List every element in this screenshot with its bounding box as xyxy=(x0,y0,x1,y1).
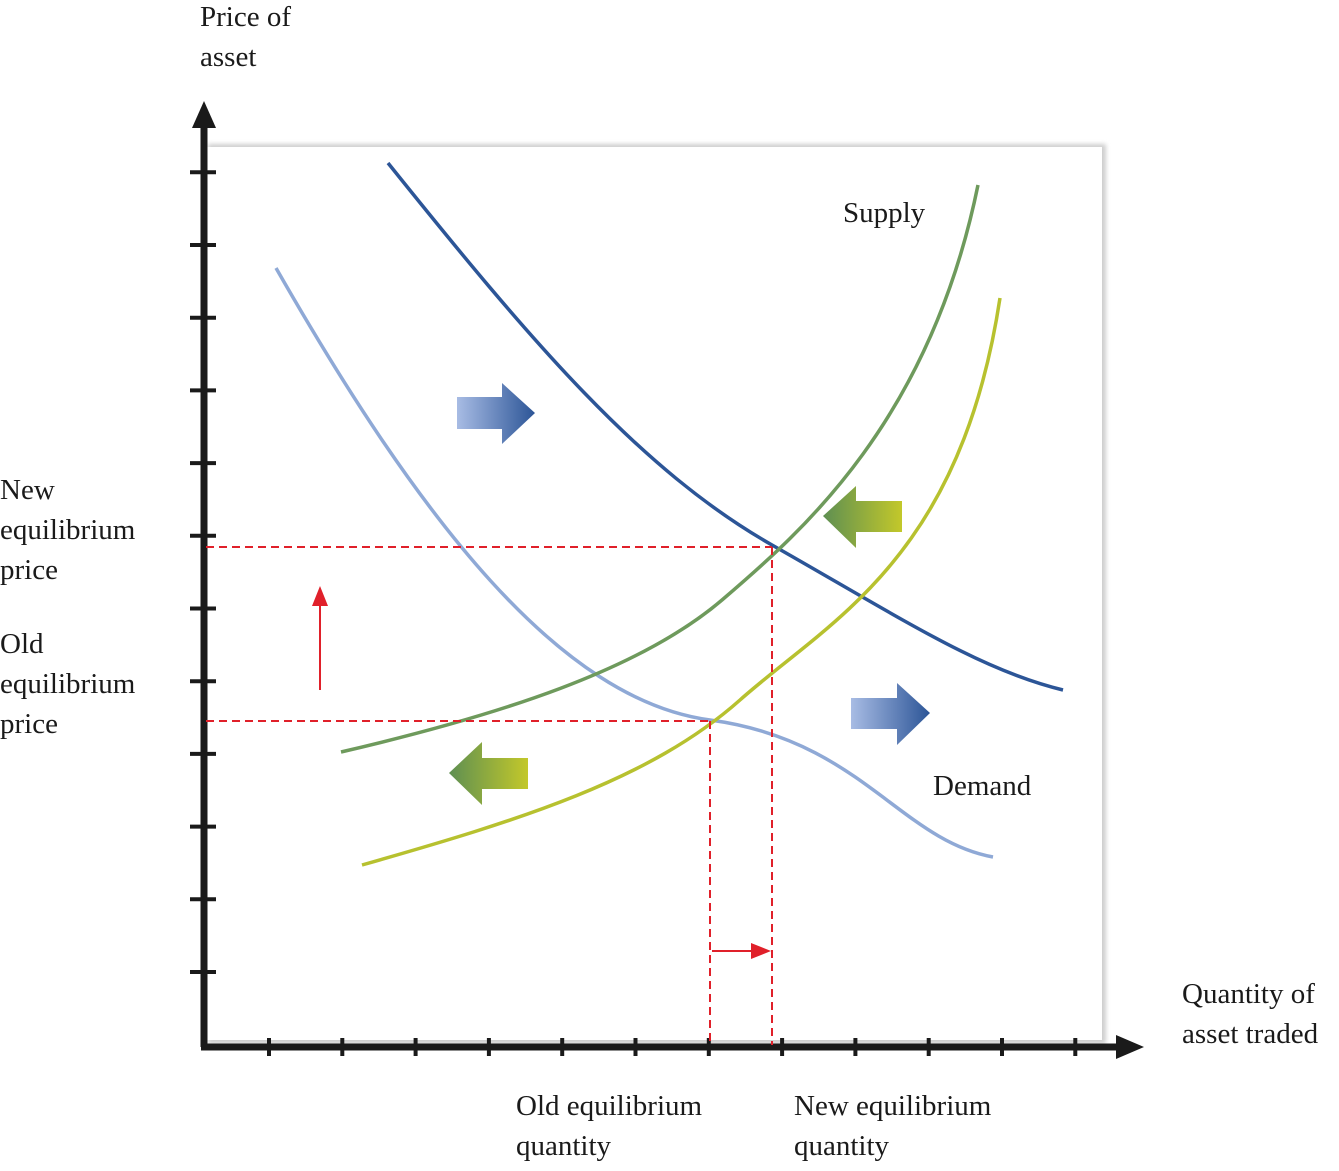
new-equilibrium-quantity-label: New equilibrium quantity xyxy=(794,1086,991,1166)
y-axis-ticks xyxy=(190,170,216,974)
y-axis-label-line-2: asset xyxy=(200,41,257,73)
new-quantity-line-2: quantity xyxy=(794,1130,890,1162)
x-axis-label-line-1: Quantity of xyxy=(1182,978,1315,1010)
x-axis-label: Quantity of asset traded xyxy=(1182,974,1318,1054)
y-axis-arrowhead xyxy=(192,101,216,128)
supply-shift-arrow-lower xyxy=(449,742,528,805)
demand-shift-arrow-lower xyxy=(851,683,930,745)
quantity-rise-arrowhead xyxy=(751,943,771,959)
new-price-line-3: price xyxy=(0,554,58,586)
supply-label: Supply xyxy=(843,197,926,229)
old-quantity-line-2: quantity xyxy=(516,1130,612,1162)
supply-shift-arrow-upper xyxy=(823,486,902,548)
old-demand-curve xyxy=(274,267,994,859)
old-price-line-1: Old xyxy=(0,628,44,660)
new-supply-curve xyxy=(361,297,1002,867)
price-rise-arrowhead xyxy=(312,586,328,606)
y-axis-label: Price of asset xyxy=(200,0,291,77)
old-price-line-3: price xyxy=(0,708,58,740)
old-supply-curve xyxy=(340,184,980,754)
plot-frame xyxy=(204,147,1102,1040)
old-equilibrium-price-label: Old equilibrium price xyxy=(0,624,135,744)
new-quantity-line-1: New equilibrium xyxy=(794,1090,992,1122)
x-axis-arrowhead xyxy=(1116,1035,1144,1059)
x-axis-label-line-2: asset traded xyxy=(1182,1018,1319,1050)
old-quantity-line-1: Old equilibrium xyxy=(516,1090,703,1122)
old-price-line-2: equilibrium xyxy=(0,668,136,700)
demand-shift-arrow-upper xyxy=(457,383,535,444)
new-price-line-1: New xyxy=(0,474,55,506)
new-price-line-2: equilibrium xyxy=(0,514,136,546)
x-axis-ticks xyxy=(267,1038,1078,1056)
demand-label: Demand xyxy=(933,770,1032,802)
new-demand-curve xyxy=(386,161,1064,692)
old-equilibrium-quantity-label: Old equilibrium quantity xyxy=(516,1086,702,1166)
y-axis-label-line-1: Price of xyxy=(200,1,291,33)
new-equilibrium-price-label: New equilibrium price xyxy=(0,470,135,590)
